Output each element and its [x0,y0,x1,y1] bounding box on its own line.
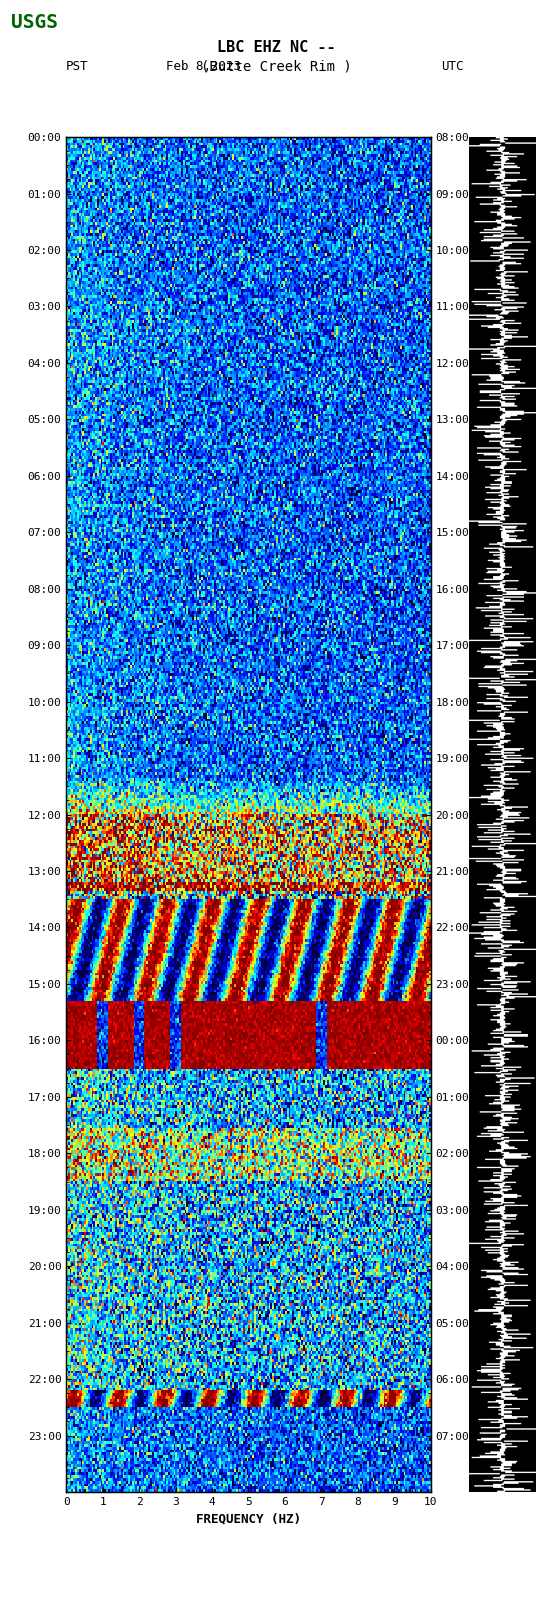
Text: UTC: UTC [442,60,464,73]
X-axis label: FREQUENCY (HZ): FREQUENCY (HZ) [196,1513,301,1526]
Text: Feb 8,2023: Feb 8,2023 [166,60,241,73]
Text: USGS: USGS [11,13,58,32]
Text: (Butte Creek Rim ): (Butte Creek Rim ) [200,60,352,74]
Text: LBC EHZ NC --: LBC EHZ NC -- [217,40,335,55]
Text: PST: PST [66,60,89,73]
